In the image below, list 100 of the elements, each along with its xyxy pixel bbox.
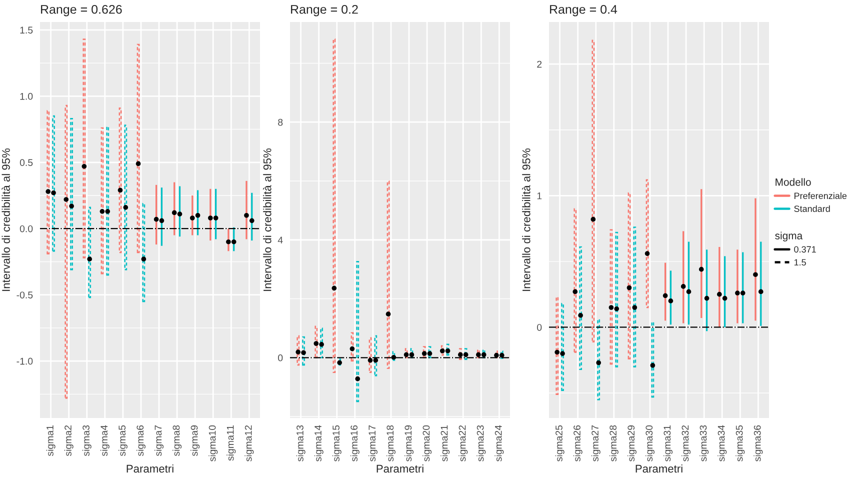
bar [458,348,462,360]
x-tick-label: sigma14 [314,425,324,462]
x-tick-label: sigma25 [555,425,564,462]
bar [592,40,595,342]
bar [64,104,68,399]
bar [392,351,396,361]
x-tick-label: sigma17 [368,425,378,462]
x-tick-label: sigma36 [754,425,763,462]
text: sigma [775,232,803,242]
text: 0.371 [794,246,816,253]
bar [386,180,390,369]
bar [651,321,654,398]
bar [100,127,104,274]
x-tick-label: sigma4 [100,425,110,456]
x-tick-label: sigma7 [154,425,164,456]
x-tick-label: sigma3 [82,425,92,456]
y-tick-label: 1.0 [20,92,33,100]
x-tick-label: sigma27 [591,425,600,462]
x-tick-label: sigma5 [118,425,128,456]
x-tick-label: sigma24 [494,425,504,462]
bar [633,226,636,368]
bar [422,346,426,358]
bar [410,348,414,358]
x-tick-label: sigma19 [404,425,414,462]
bar [88,206,92,298]
bar [124,124,128,270]
chart-title: Range = 0.4 [550,4,618,16]
bar [579,246,582,370]
bar [106,126,110,276]
bar [404,348,408,358]
bar [70,118,73,270]
x-tick-label: sigma9 [190,425,200,456]
y-axis-title: Intervallo di credibilità al 95% [262,148,272,291]
bar [477,349,480,358]
bar [296,335,300,366]
y-tick-label: -0.5 [16,292,33,298]
bar [556,296,559,395]
y-tick-label: 2 [537,60,542,68]
y-tick-label: 0.5 [20,159,33,166]
x-tick-label: sigma12 [244,425,254,462]
x-tick-label: sigma10 [208,425,218,462]
text: 1.5 [794,259,806,266]
bar [464,348,468,360]
y-axis-title: Intervallo di credibilità al 95% [522,148,530,291]
bar [350,332,354,362]
y-tick-label: 4 [278,236,283,244]
x-tick-label: sigma23 [476,425,486,462]
bar [646,179,649,308]
bar [615,232,618,368]
bar [82,38,86,258]
bar [332,38,336,373]
bar [320,328,323,358]
x-tick-label: sigma15 [332,425,342,462]
x-tick-label: sigma1 [46,425,56,456]
y-tick-label: 1 [537,192,542,200]
x-tick-label: sigma13 [296,425,306,462]
x-tick-label: sigma28 [609,425,618,462]
x-tick-label: sigma29 [627,425,636,462]
bar [446,344,450,356]
bar [428,346,432,358]
y-tick-label: 0.0 [20,225,33,232]
bar [136,44,140,254]
chart-title: Range = 0.626 [41,4,122,16]
bar [574,208,577,353]
x-tick-label: sigma26 [573,425,582,462]
x-tick-label: sigma22 [458,425,468,462]
bar [356,261,360,402]
bar [374,335,378,376]
legend-title: Modello [776,178,811,186]
x-tick-label: sigma32 [682,425,691,462]
bar [628,192,631,360]
x-tick-label: sigma16 [350,425,360,462]
bar [482,349,486,358]
y-axis-title: Intervallo di credibilità al 95% [2,148,10,291]
y-tick-label: 0 [537,324,542,331]
bar [314,326,318,358]
x-axis-title: Parametri [376,464,424,473]
bar [561,302,564,391]
bar [368,337,372,373]
x-tick-label: sigma18 [386,425,396,462]
x-tick-label: sigma35 [736,425,745,462]
bar [118,107,122,254]
x-axis-title: Parametri [126,464,174,473]
bar [46,110,50,254]
x-tick-label: sigma11 [226,425,236,461]
y-tick-label: 8 [278,118,283,126]
x-tick-label: sigma21 [440,425,450,462]
x-tick-label: sigma20 [422,425,432,462]
y-tick-label: 0 [278,354,283,362]
y-tick-label: 1.5 [20,26,33,34]
bar [52,115,55,252]
x-axis-title: Parametri [636,464,682,473]
bar [597,318,600,400]
bar [142,202,146,302]
x-tick-label: sigma2 [64,425,74,456]
legend-label: Standard [794,205,830,212]
y-tick-label: -1.0 [16,358,33,365]
bar [610,229,613,365]
x-tick-label: sigma31 [663,425,673,462]
bar [440,345,444,356]
